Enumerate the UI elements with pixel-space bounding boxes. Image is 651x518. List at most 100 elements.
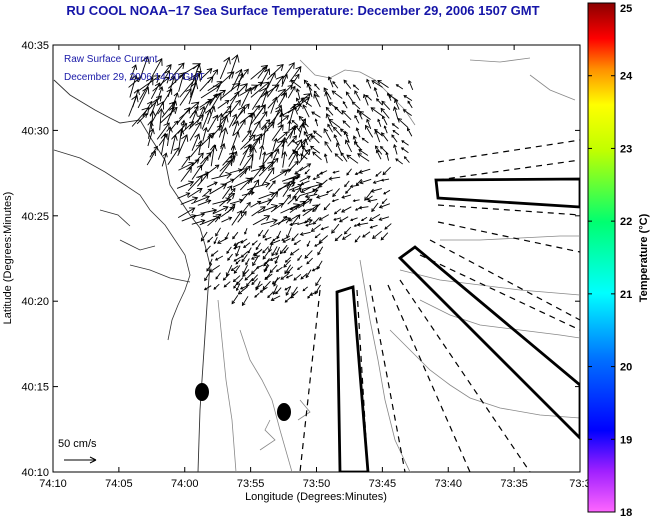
current-arrow bbox=[161, 152, 168, 167]
current-arrow bbox=[312, 217, 320, 225]
current-arrow bbox=[295, 195, 301, 202]
current-arrow bbox=[290, 291, 299, 299]
current-arrow bbox=[188, 159, 200, 169]
colorbar-tick-label: 20 bbox=[620, 362, 632, 374]
current-arrow bbox=[295, 88, 301, 100]
current-arrow bbox=[146, 150, 156, 166]
current-arrow bbox=[302, 286, 308, 292]
current-arrow bbox=[354, 114, 360, 124]
current-arrow bbox=[187, 71, 202, 81]
current-arrow bbox=[289, 205, 298, 211]
current-arrow bbox=[269, 239, 281, 246]
current-arrow bbox=[217, 237, 229, 244]
current-arrow bbox=[375, 98, 383, 106]
y-tick-label: 40:25 bbox=[21, 211, 49, 223]
current-arrow bbox=[232, 120, 240, 137]
depth-contour bbox=[359, 259, 411, 472]
current-arrow bbox=[297, 265, 303, 271]
current-arrow bbox=[314, 242, 322, 247]
current-arrow bbox=[406, 127, 413, 137]
current-arrow bbox=[189, 110, 198, 128]
current-arrow bbox=[293, 149, 299, 163]
current-arrow bbox=[147, 120, 154, 139]
current-arrow bbox=[290, 73, 300, 87]
map-title: RU COOL NOAA−17 Sea Surface Temperature:… bbox=[66, 3, 540, 18]
current-arrow bbox=[345, 91, 353, 102]
current-arrow bbox=[270, 202, 284, 213]
current-arrow bbox=[201, 108, 212, 130]
current-arrow bbox=[215, 272, 221, 280]
current-arrow bbox=[219, 192, 236, 207]
current-arrow bbox=[311, 135, 320, 144]
coastline bbox=[53, 79, 211, 472]
current-arrow bbox=[332, 170, 340, 174]
current-arrow bbox=[314, 83, 320, 91]
current-arrow bbox=[403, 156, 410, 163]
current-arrow bbox=[251, 278, 258, 286]
current-arrow bbox=[129, 64, 138, 81]
current-arrow bbox=[313, 90, 320, 98]
current-arrow bbox=[149, 110, 156, 129]
current-arrow bbox=[150, 101, 165, 125]
current-arrow bbox=[202, 126, 208, 142]
mooring-marker bbox=[195, 383, 209, 401]
current-arrow bbox=[380, 232, 389, 241]
current-arrow bbox=[380, 178, 390, 182]
current-arrow bbox=[136, 113, 148, 125]
depth-contour bbox=[239, 329, 293, 472]
current-arrow bbox=[299, 175, 311, 182]
current-arrow bbox=[166, 126, 173, 147]
current-arrow bbox=[219, 159, 233, 177]
current-arrow bbox=[284, 285, 292, 291]
current-arrow bbox=[332, 126, 342, 137]
current-arrow bbox=[356, 109, 363, 120]
current-arrow bbox=[182, 121, 195, 133]
current-arrow bbox=[323, 153, 328, 164]
current-arrow bbox=[312, 130, 323, 138]
current-arrow bbox=[318, 214, 330, 221]
current-arrow bbox=[216, 71, 235, 88]
current-arrow bbox=[375, 149, 382, 160]
current-arrow bbox=[311, 266, 320, 272]
current-arrow bbox=[381, 115, 388, 126]
current-arrow bbox=[352, 84, 360, 91]
current-arrow bbox=[356, 222, 369, 227]
current-arrow bbox=[400, 147, 409, 154]
current-arrow bbox=[232, 275, 241, 283]
current-arrow bbox=[283, 247, 289, 254]
current-arrow bbox=[262, 250, 270, 260]
x-tick-label: 74:00 bbox=[171, 478, 199, 490]
current-arrow bbox=[341, 110, 352, 120]
mooring-marker bbox=[277, 403, 291, 421]
current-arrow bbox=[331, 90, 343, 99]
current-arrow bbox=[289, 222, 300, 227]
current-arrow bbox=[272, 137, 278, 152]
current-arrow bbox=[157, 86, 164, 101]
current-arrow bbox=[291, 139, 299, 146]
current-arrow bbox=[209, 265, 220, 273]
scale-label: 50 cm/s bbox=[58, 438, 97, 450]
current-arrow bbox=[346, 168, 352, 176]
current-arrow bbox=[355, 178, 362, 186]
radar-beams bbox=[335, 177, 580, 472]
current-arrow bbox=[302, 196, 310, 205]
current-arrow bbox=[300, 180, 310, 186]
current-arrow bbox=[230, 265, 239, 272]
current-arrow bbox=[191, 164, 203, 180]
current-arrow bbox=[302, 104, 310, 118]
current-arrow bbox=[320, 226, 329, 231]
current-arrow bbox=[200, 231, 208, 242]
depth-contour bbox=[440, 235, 580, 241]
current-arrow bbox=[217, 99, 230, 109]
current-arrow bbox=[260, 218, 278, 225]
current-arrow bbox=[372, 179, 383, 184]
current-arrow bbox=[272, 285, 278, 296]
current-arrow bbox=[209, 258, 213, 266]
current-arrow bbox=[204, 272, 210, 282]
current-arrow bbox=[332, 188, 340, 198]
current-arrow bbox=[350, 217, 358, 222]
current-arrow bbox=[207, 114, 219, 133]
current-arrow bbox=[218, 110, 232, 128]
current-arrow bbox=[328, 118, 341, 129]
current-arrow bbox=[392, 129, 400, 136]
